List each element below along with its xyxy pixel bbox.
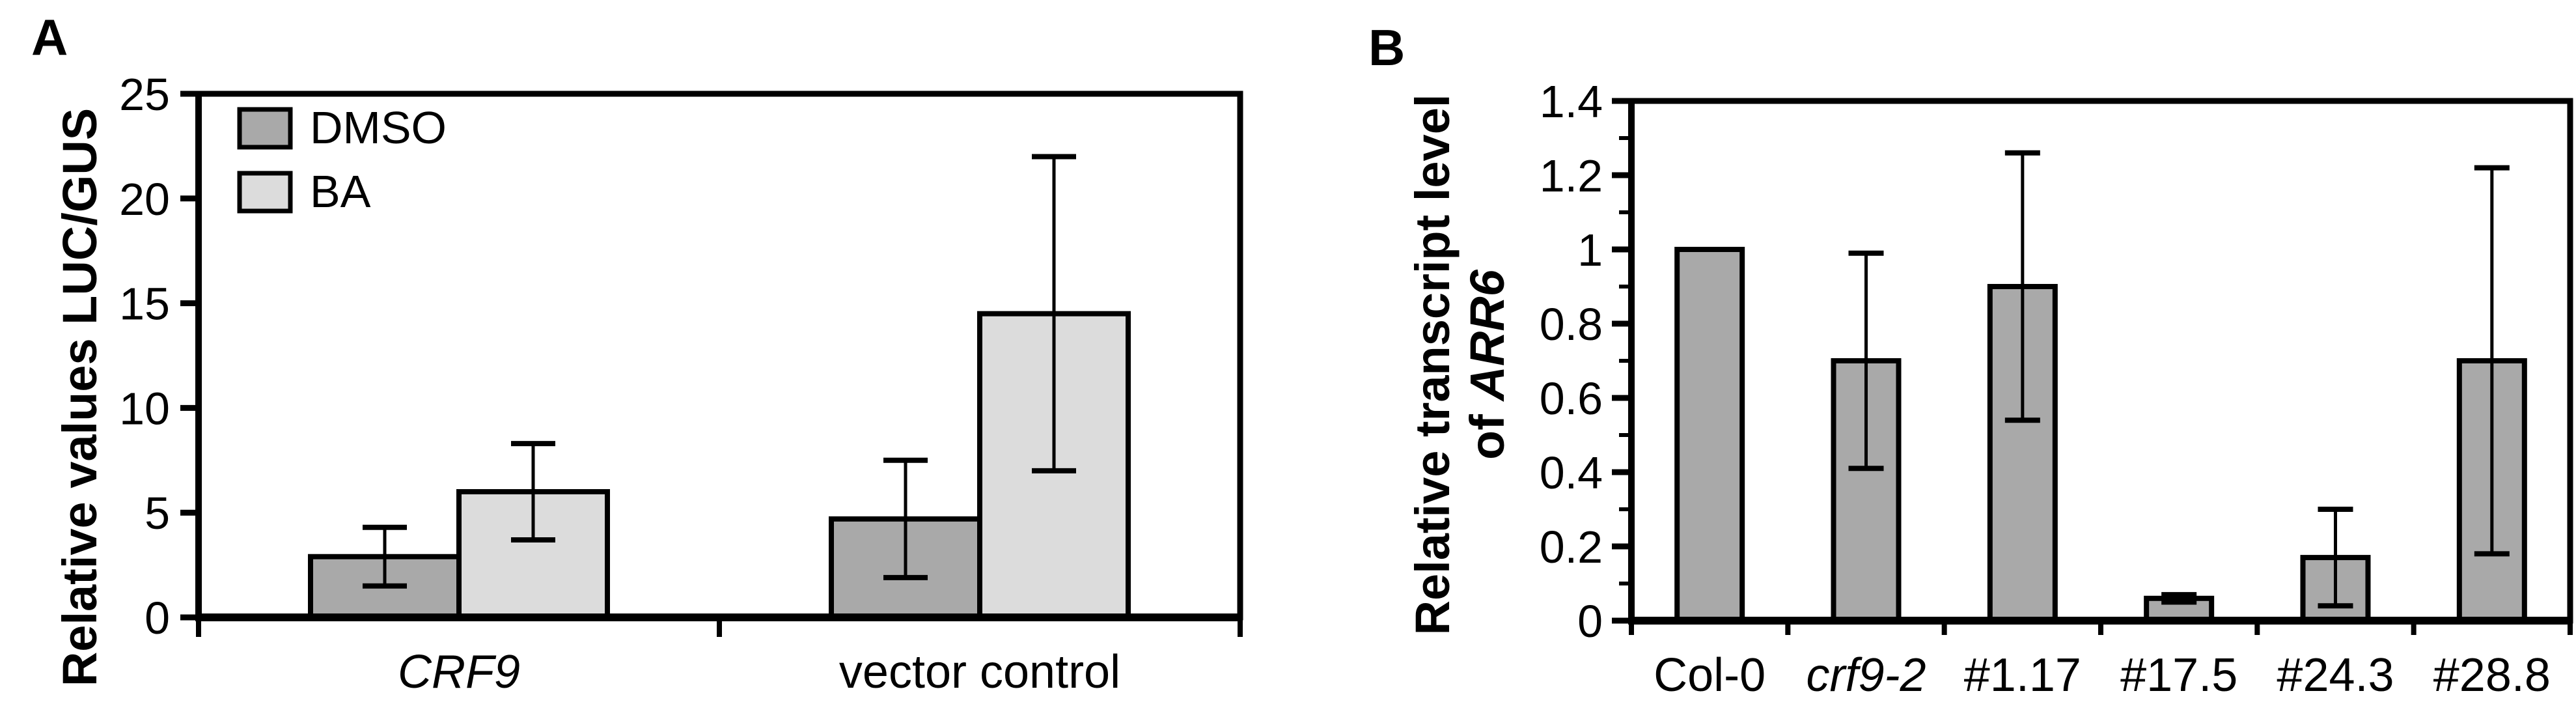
legend-swatch [237, 107, 293, 150]
y-tick-label: 5 [145, 488, 170, 539]
legend-label: BA [310, 166, 371, 217]
y-tick-label: 1.2 [1540, 150, 1603, 201]
y-tick-label: 25 [119, 69, 170, 120]
legend-swatch [237, 171, 293, 214]
y-tick-label: 0.6 [1540, 373, 1603, 424]
category-label: #28.8 [2433, 649, 2551, 701]
panel-b-y-axis-title-line1: Relative transcript level [1406, 94, 1460, 636]
y-tick-label: 1 [1577, 225, 1603, 275]
panel-b-y-axis-title-line2: of ARR6 [1460, 269, 1514, 460]
panel-b-letter: B [1368, 19, 1405, 76]
panel-a-chart: 0 5 10 15 20 25 CRF9 vector control DMSO BA [119, 69, 1243, 698]
y-tick-label: 0 [145, 593, 170, 643]
category-label: #24.3 [2277, 649, 2394, 701]
y-tick-label: 0.8 [1540, 299, 1603, 350]
category-label: vector control [839, 646, 1120, 698]
y-tick-label: 0.2 [1540, 522, 1603, 572]
category-label: #1.17 [1964, 649, 2081, 701]
bar [1674, 247, 1745, 623]
panel-b-chart: 0 0.2 0.4 0.6 0.8 1 1.2 1.4 Col-0 crf9-2 #1.17 #17.… [1540, 76, 2573, 701]
plot-frame [1628, 98, 2573, 624]
panel-b-y-axis-title-gene-name: ARR6 [1460, 269, 1514, 402]
category-label: CRF9 [398, 646, 520, 698]
panel-a-y-axis-title: Relative values LUC/GUS [53, 108, 107, 686]
y-tick-label: 15 [119, 279, 170, 330]
category-label: crf9-2 [1806, 649, 1926, 701]
legend-label: DMSO [310, 102, 447, 153]
y-tick-label: 10 [119, 383, 170, 434]
panel-a-letter: A [31, 8, 68, 66]
y-tick-label: 0 [1577, 596, 1603, 647]
category-label: Col-0 [1654, 649, 1766, 701]
category-label: #17.5 [2120, 649, 2237, 701]
y-tick-label: 0.4 [1540, 447, 1603, 498]
y-tick-label: 1.4 [1540, 76, 1603, 127]
panel-b-y-axis-title-of: of [1460, 401, 1514, 460]
y-tick-label: 20 [119, 174, 170, 225]
